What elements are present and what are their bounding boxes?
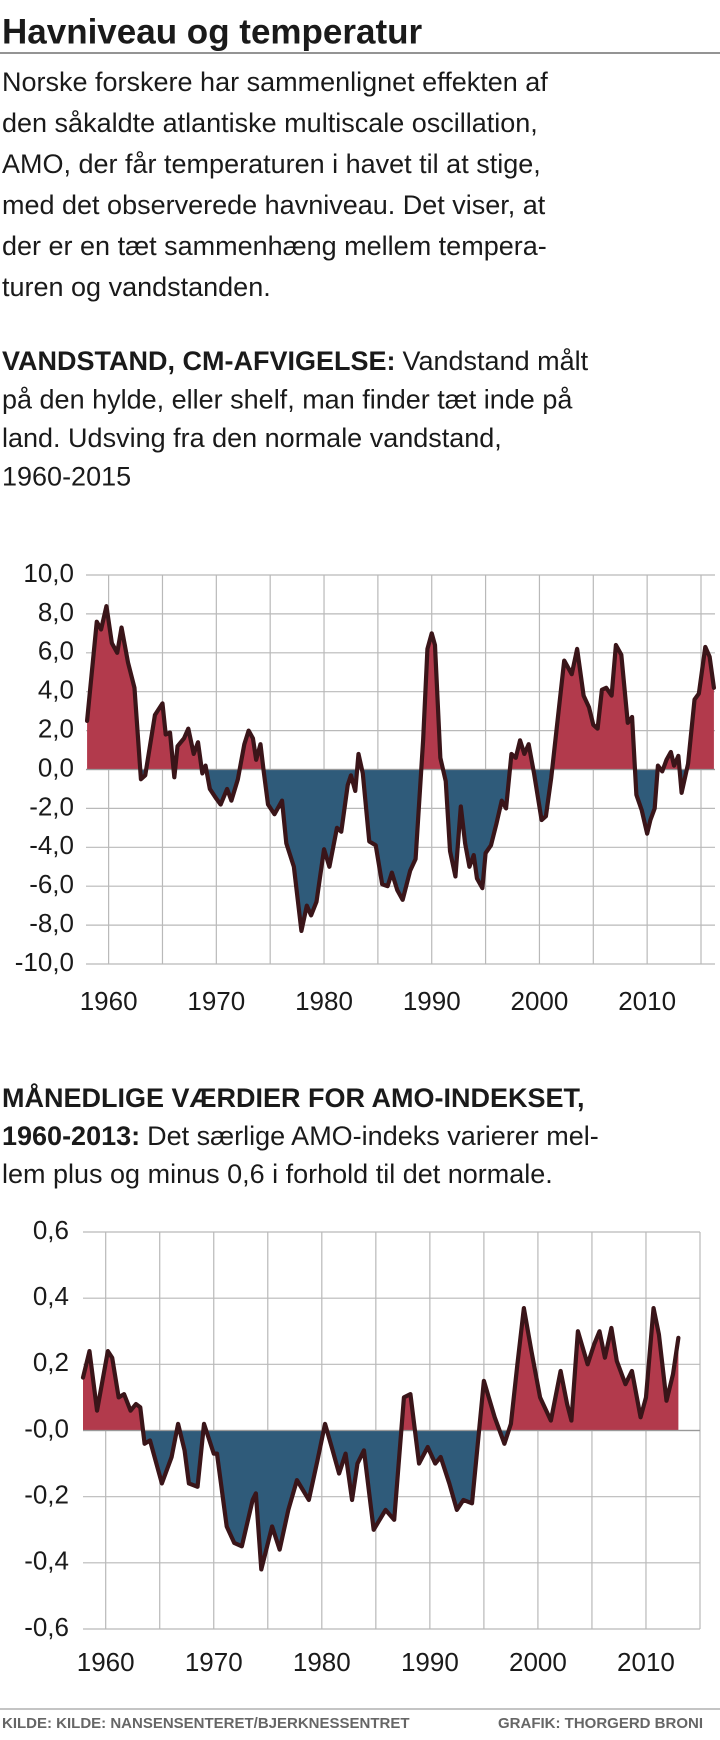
y-tick-label: -10,0 — [15, 947, 74, 977]
chart-subtitle: land. Udsving fra den normale vandstand, — [2, 423, 502, 453]
chart-subtitle: Det særlige AMO-indeks varierer mel- — [147, 1121, 599, 1151]
y-tick-label: -2,0 — [29, 791, 74, 821]
credit: GRAFIK: THORGERD BRONI — [498, 1715, 703, 1732]
chart-subtitle: Vandstand målt — [403, 346, 589, 376]
intro-line: med det observerede havniveau. Det viser… — [2, 190, 546, 220]
y-tick-label: -0,4 — [24, 1546, 69, 1576]
intro-line: AMO, der får temperaturen i havet til at… — [2, 149, 541, 179]
chart-subtitle: 1960-2015 — [2, 462, 131, 492]
y-tick-label: 8,0 — [38, 597, 74, 627]
y-tick-label: 2,0 — [38, 713, 74, 743]
x-tick-label: 1990 — [401, 1647, 459, 1677]
chart-subtitle: lem plus og minus 0,6 i forhold til det … — [2, 1159, 553, 1189]
y-tick-label: 4,0 — [38, 675, 74, 705]
y-tick-label: -8,0 — [29, 908, 74, 938]
y-tick-label: -6,0 — [29, 869, 74, 899]
y-tick-label: -0,0 — [24, 1413, 69, 1443]
x-tick-label: 1960 — [80, 986, 138, 1016]
area-positive — [83, 1308, 679, 1431]
y-tick-label: -4,0 — [29, 830, 74, 860]
chart-title: VANDSTAND, CM-AFVIGELSE: — [2, 346, 396, 376]
x-tick-label: 2000 — [509, 1647, 567, 1677]
chart-heading: 1960-2013: Det særlige AMO-indeks variere… — [2, 1121, 599, 1151]
x-tick-label: 2000 — [511, 986, 569, 1016]
chart-subtitle: på den hylde, eller shelf, man finder tæ… — [2, 385, 573, 415]
x-tick-label: 1960 — [77, 1647, 135, 1677]
series-line — [84, 604, 717, 934]
x-tick-label: 1980 — [295, 986, 353, 1016]
series-line — [80, 1305, 681, 1572]
y-tick-label: 0,6 — [33, 1215, 69, 1245]
chart-title: 1960-2013: — [2, 1121, 140, 1151]
intro-line: turen og vandstanden. — [2, 272, 271, 302]
x-tick-label: 1970 — [187, 986, 245, 1016]
x-tick-label: 1970 — [185, 1647, 243, 1677]
area-negative — [87, 769, 714, 931]
x-tick-label: 1990 — [403, 986, 461, 1016]
y-tick-label: -0,2 — [24, 1480, 69, 1510]
intro-line: Norske forskere har sammenlignet effekte… — [2, 67, 548, 97]
intro-line: der er en tæt sammenhæng mellem tempera- — [2, 231, 547, 261]
chart-title: MÅNEDLIGE VÆRDIER FOR AMO-INDEKSET, — [2, 1082, 585, 1113]
y-tick-label: -0,6 — [24, 1612, 69, 1642]
x-tick-label: 1980 — [293, 1647, 351, 1677]
x-tick-label: 2010 — [618, 986, 676, 1016]
y-tick-label: 10,0 — [23, 558, 74, 588]
chart-heading: MÅNEDLIGE VÆRDIER FOR AMO-INDEKSET, — [2, 1082, 585, 1113]
intro-line: den såkaldte atlantiske multiscale oscil… — [2, 108, 538, 138]
y-tick-label: 6,0 — [38, 636, 74, 666]
chart-heading: VANDSTAND, CM-AFVIGELSE: Vandstand målt — [2, 346, 589, 376]
area-negative — [83, 1430, 679, 1570]
x-tick-label: 2010 — [617, 1647, 675, 1677]
y-tick-label: 0,0 — [38, 752, 74, 782]
y-tick-label: 0,2 — [33, 1347, 69, 1377]
page-title: Havniveau og temperatur — [2, 12, 422, 51]
y-tick-label: 0,4 — [33, 1281, 69, 1311]
source: KILDE: KILDE: NANSENSENTERET/BJERKNESSEN… — [2, 1715, 410, 1732]
